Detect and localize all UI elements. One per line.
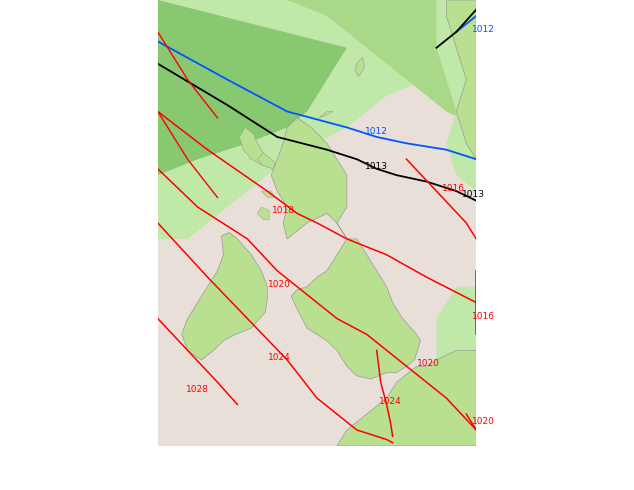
- Text: 1028: 1028: [186, 385, 209, 394]
- Polygon shape: [355, 57, 365, 76]
- Polygon shape: [181, 232, 268, 360]
- Text: 1020: 1020: [417, 359, 439, 368]
- Text: 1016: 1016: [443, 184, 465, 193]
- Text: 8: 8: [115, 478, 122, 488]
- Polygon shape: [158, 0, 476, 127]
- Polygon shape: [319, 111, 333, 118]
- Polygon shape: [257, 153, 275, 169]
- Text: 1020: 1020: [268, 280, 291, 289]
- Text: Mo 03-06-2024 06:00 UTC (06+24): Mo 03-06-2024 06:00 UTC (06+24): [420, 463, 630, 473]
- Polygon shape: [436, 0, 476, 191]
- Text: © weatheronline.co.uk: © weatheronline.co.uk: [498, 478, 630, 488]
- Text: 1018: 1018: [272, 206, 295, 216]
- Polygon shape: [436, 287, 476, 414]
- Text: 1012: 1012: [472, 25, 495, 34]
- Text: 6: 6: [79, 478, 86, 488]
- Text: 1024: 1024: [379, 397, 402, 407]
- Text: Wind 10m: Wind 10m: [4, 478, 58, 488]
- Polygon shape: [446, 0, 476, 159]
- Polygon shape: [337, 350, 476, 446]
- Polygon shape: [158, 0, 476, 239]
- Text: 9: 9: [133, 478, 139, 488]
- Text: 10: 10: [150, 478, 164, 488]
- Polygon shape: [257, 207, 269, 220]
- Text: 1016: 1016: [472, 312, 495, 320]
- Text: 7: 7: [97, 478, 104, 488]
- Text: High wind areas [hPa] ECMWF: High wind areas [hPa] ECMWF: [4, 463, 186, 473]
- Text: 12: 12: [186, 478, 199, 488]
- Polygon shape: [261, 191, 275, 197]
- Text: 11: 11: [168, 478, 181, 488]
- Text: 1013: 1013: [365, 162, 388, 171]
- Polygon shape: [271, 118, 347, 239]
- Text: Bft: Bft: [204, 478, 224, 488]
- Polygon shape: [158, 0, 347, 175]
- Polygon shape: [291, 239, 420, 379]
- Text: 1012: 1012: [365, 127, 388, 136]
- Text: 1020: 1020: [472, 416, 495, 426]
- Text: 1013: 1013: [462, 191, 485, 199]
- Text: 1024: 1024: [268, 353, 291, 362]
- Polygon shape: [240, 127, 263, 166]
